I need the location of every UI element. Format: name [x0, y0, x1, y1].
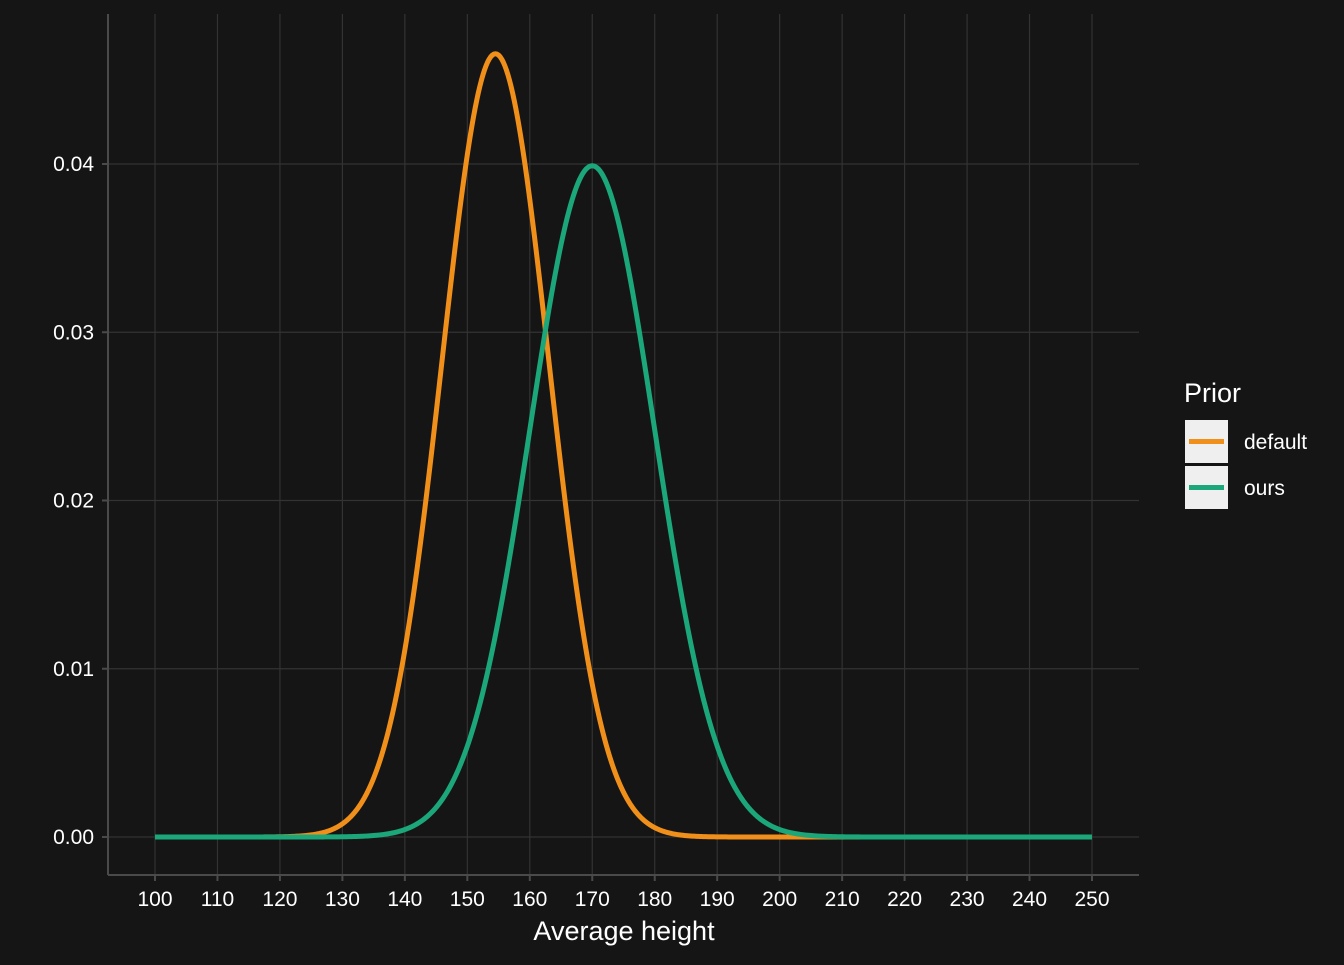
tick-labels: 100 110 120 130 140 150 160 170 180 190 200 210 220 2… — [53, 153, 1109, 911]
x-axis-title: Average height — [533, 916, 715, 946]
y-tick-label: 0.04 — [53, 153, 94, 176]
grid — [108, 14, 1139, 875]
x-tick-label: 230 — [950, 888, 985, 911]
y-tick-label: 0.03 — [53, 321, 94, 344]
legend-label-ours: ours — [1244, 477, 1285, 500]
x-tick-label: 100 — [137, 888, 172, 911]
x-tick-label: 140 — [387, 888, 422, 911]
axes — [102, 14, 1139, 881]
y-tick-label: 0.02 — [53, 490, 94, 513]
x-tick-label: 240 — [1012, 888, 1047, 911]
x-tick-label: 160 — [512, 888, 547, 911]
series-line-default — [154, 51, 1093, 840]
x-tick-label: 110 — [201, 888, 234, 911]
series-lines — [154, 51, 1093, 840]
y-tick-label: 0.01 — [53, 658, 94, 681]
x-tick-label: 200 — [762, 888, 797, 911]
x-tick-label: 220 — [887, 888, 922, 911]
x-tick-label: 180 — [637, 888, 672, 911]
legend: Prior default ours — [1184, 378, 1307, 509]
y-tick-label: 0.00 — [53, 826, 94, 849]
series-line-ours — [154, 163, 1093, 840]
x-tick-label: 190 — [700, 888, 735, 911]
x-tick-label: 120 — [262, 888, 297, 911]
x-tick-label: 210 — [825, 888, 860, 911]
x-tick-label: 150 — [450, 888, 485, 911]
legend-items: default ours — [1185, 420, 1307, 509]
legend-label-default: default — [1244, 431, 1307, 454]
x-tick-label: 130 — [325, 888, 360, 911]
x-tick-label: 170 — [575, 888, 610, 911]
x-tick-label: 250 — [1074, 888, 1109, 911]
legend-title: Prior — [1184, 378, 1241, 408]
